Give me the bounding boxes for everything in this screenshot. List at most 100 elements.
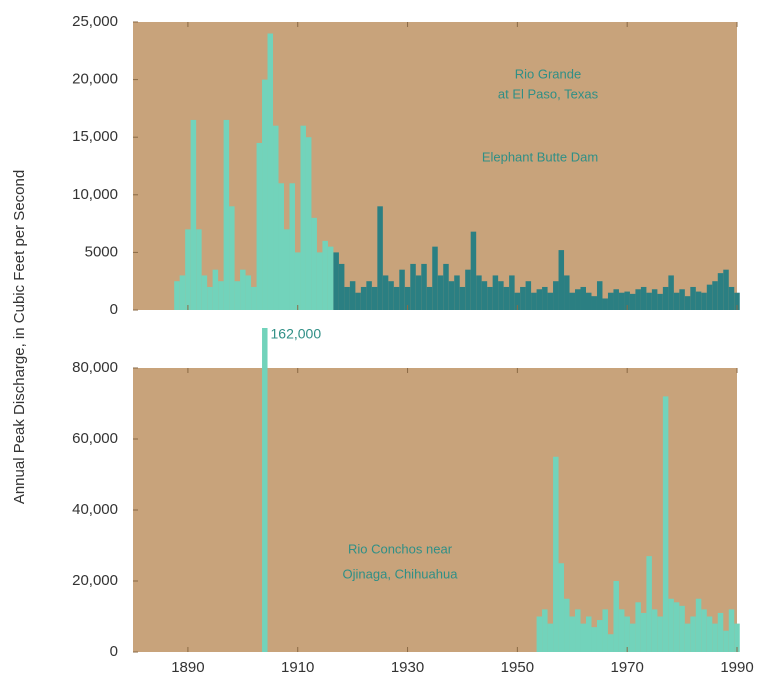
bar xyxy=(432,246,438,310)
bar xyxy=(393,286,400,310)
bar xyxy=(646,292,652,310)
bar xyxy=(717,612,724,652)
bar xyxy=(179,275,186,310)
bar xyxy=(542,609,548,652)
bar xyxy=(673,292,680,310)
bar xyxy=(690,286,696,310)
bar xyxy=(245,275,252,310)
bar xyxy=(284,229,290,310)
bar xyxy=(635,602,641,652)
bar xyxy=(459,286,466,310)
bar xyxy=(437,275,444,310)
y-tick-label: 20,000 xyxy=(72,71,118,88)
y-tick-label: 40,000 xyxy=(72,501,118,518)
bar xyxy=(273,125,279,311)
y-tick-label: 20,000 xyxy=(72,572,118,589)
bar xyxy=(410,263,416,310)
bar xyxy=(602,609,608,652)
bar xyxy=(382,275,389,310)
bar xyxy=(360,286,367,310)
bar xyxy=(564,598,570,652)
bar xyxy=(668,275,674,310)
bar xyxy=(679,605,685,652)
bar xyxy=(349,281,356,310)
bar xyxy=(673,602,680,652)
bar xyxy=(690,616,696,652)
bar xyxy=(454,275,460,310)
bar xyxy=(575,289,581,310)
bar xyxy=(338,263,345,310)
bar xyxy=(613,581,619,652)
bar xyxy=(229,206,235,310)
bar xyxy=(684,296,691,310)
bar xyxy=(640,286,647,310)
bar xyxy=(267,33,274,311)
bar xyxy=(404,286,411,310)
bar xyxy=(706,284,713,310)
bar xyxy=(596,281,603,310)
bar xyxy=(278,183,284,310)
bar xyxy=(520,286,526,310)
bar xyxy=(580,286,586,310)
bar xyxy=(618,292,625,310)
bar xyxy=(498,281,504,310)
bar xyxy=(212,269,219,310)
bar xyxy=(542,286,548,310)
y-axis-label: Annual Peak Discharge, in Cubic Feet per… xyxy=(11,170,28,504)
bar xyxy=(421,263,427,310)
bar xyxy=(723,269,729,310)
bar xyxy=(553,456,559,652)
bar xyxy=(174,281,180,310)
bar xyxy=(185,229,191,310)
bar xyxy=(558,250,565,310)
bar xyxy=(569,616,576,652)
bar xyxy=(547,623,554,652)
bar xyxy=(734,623,740,652)
bar xyxy=(234,281,241,310)
bar xyxy=(734,292,740,310)
bar xyxy=(201,275,208,310)
bar xyxy=(218,281,224,310)
bar xyxy=(503,286,510,310)
y-tick-label: 60,000 xyxy=(72,430,118,447)
bar xyxy=(262,79,268,310)
bar xyxy=(712,623,718,652)
bar xyxy=(728,286,735,310)
bar xyxy=(525,281,532,310)
bar xyxy=(646,556,652,652)
annotation: at El Paso, Texas xyxy=(498,86,599,101)
bar xyxy=(305,137,312,310)
bar xyxy=(240,269,246,310)
bar xyxy=(662,286,669,310)
x-tick-label: 1930 xyxy=(391,659,424,676)
bar xyxy=(575,609,581,652)
bar xyxy=(333,252,339,310)
bar xyxy=(426,286,433,310)
bar xyxy=(415,275,422,310)
bar xyxy=(640,612,647,652)
bar xyxy=(465,269,471,310)
bar xyxy=(695,598,702,652)
bar xyxy=(596,620,603,652)
bar xyxy=(251,286,257,310)
bar xyxy=(651,289,658,310)
x-tick-label: 1890 xyxy=(171,659,204,676)
bar xyxy=(316,252,323,310)
bar xyxy=(624,291,630,310)
bar xyxy=(476,275,482,310)
bar xyxy=(327,246,334,310)
bar xyxy=(580,623,586,652)
bar xyxy=(207,286,213,310)
bar xyxy=(388,281,394,310)
bar xyxy=(591,296,597,310)
bar xyxy=(618,609,625,652)
bar xyxy=(657,616,663,652)
bar xyxy=(256,142,263,310)
bar xyxy=(558,563,565,652)
bar xyxy=(399,269,405,310)
bar xyxy=(712,281,718,310)
bar xyxy=(668,598,674,652)
bar xyxy=(289,183,295,310)
bar xyxy=(553,281,559,310)
